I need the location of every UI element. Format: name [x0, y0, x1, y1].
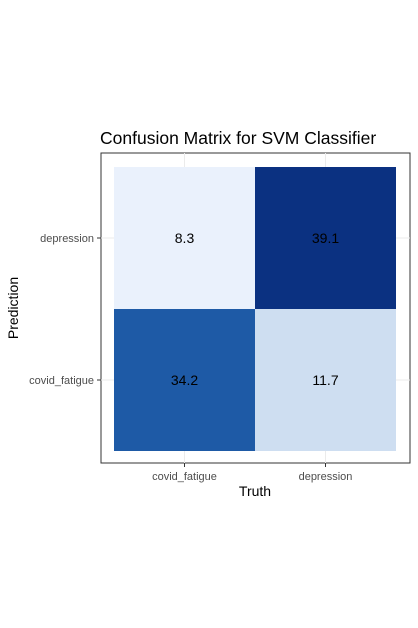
heatmap-cells	[114, 167, 396, 451]
heatmap-cell-covid_fatigue-covid_fatigue	[114, 309, 255, 451]
y-axis-tick-label-2: depression	[40, 233, 94, 245]
cell-value-label-covid_fatigue-covid_fatigue: 34.2	[171, 372, 198, 388]
heatmap-cell-depression-covid_fatigue	[255, 309, 396, 451]
heatmap-cell-covid_fatigue-depression	[114, 167, 255, 309]
y-axis-title: Prediction	[5, 277, 21, 339]
cell-value-label-depression-depression: 39.1	[312, 230, 339, 246]
x-axis: covid_fatigue depression	[152, 463, 352, 483]
heatmap-cell-labels: 8.3 39.1 34.2 11.7	[171, 230, 339, 388]
x-axis-title: Truth	[239, 483, 271, 499]
x-axis-tick-label-2: depression	[299, 471, 353, 483]
chart-title: Confusion Matrix for SVM Classifier	[100, 128, 376, 148]
cell-value-label-depression-covid_fatigue: 11.7	[312, 372, 338, 388]
heatmap-cell-depression-depression	[255, 167, 396, 309]
cell-value-label-covid_fatigue-depression: 8.3	[175, 230, 195, 246]
y-axis: covid_fatigue depression	[29, 233, 101, 387]
y-axis-tick-label-1: covid_fatigue	[29, 375, 94, 387]
x-axis-tick-label-1: covid_fatigue	[152, 471, 217, 483]
